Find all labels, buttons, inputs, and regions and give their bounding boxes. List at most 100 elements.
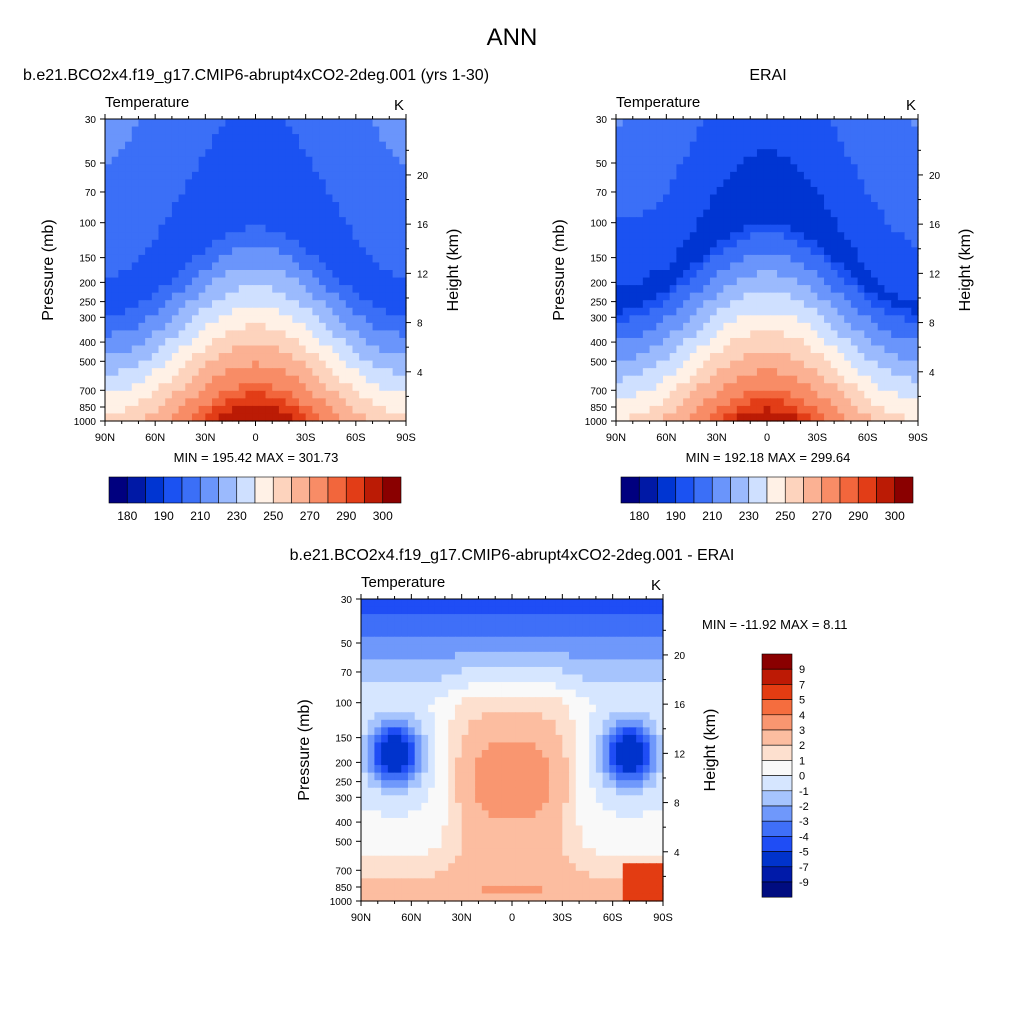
contour-cell xyxy=(112,119,119,127)
colorbar-swatch xyxy=(383,477,401,503)
contour-cell xyxy=(165,383,172,391)
contour-cell xyxy=(703,232,710,240)
contour-cell xyxy=(864,195,871,203)
contour-cell xyxy=(401,659,408,667)
contour-cell xyxy=(346,376,353,384)
contour-cell xyxy=(529,629,536,637)
contour-cell xyxy=(562,720,569,728)
contour-cell xyxy=(629,720,636,728)
contour-cell xyxy=(165,195,172,203)
contour-cell xyxy=(837,195,844,203)
contour-cell xyxy=(118,247,125,255)
contour-cell xyxy=(723,210,730,218)
x-tick-label: 90S xyxy=(908,432,928,444)
contour-cell xyxy=(428,720,435,728)
contour-cell xyxy=(332,346,339,354)
contour-cell xyxy=(623,346,630,354)
contour-cell xyxy=(179,413,186,421)
contour-cell xyxy=(179,346,186,354)
contour-cell xyxy=(266,376,273,384)
contour-cell xyxy=(105,330,112,338)
contour-cell xyxy=(138,391,145,399)
contour-cell xyxy=(824,142,831,150)
contour-cell xyxy=(332,323,339,331)
contour-cell xyxy=(777,187,784,195)
contour-cell xyxy=(676,278,683,286)
contour-cell xyxy=(683,398,690,406)
contour-cell xyxy=(730,134,737,142)
contour-cell xyxy=(831,119,838,127)
contour-cell xyxy=(764,323,771,331)
contour-cell xyxy=(105,202,112,210)
contour-cell xyxy=(118,391,125,399)
contour-cell xyxy=(522,690,529,698)
contour-cell xyxy=(603,750,610,758)
contour-cell xyxy=(589,629,596,637)
contour-cell xyxy=(368,765,375,773)
contour-cell xyxy=(379,346,386,354)
contour-cell xyxy=(259,164,266,172)
contour-cell xyxy=(697,255,704,263)
contour-cell xyxy=(797,119,804,127)
contour-cell xyxy=(764,270,771,278)
contour-cell xyxy=(643,406,650,414)
contour-cell xyxy=(676,391,683,399)
contour-cell xyxy=(373,398,380,406)
contour-cell xyxy=(770,217,777,225)
contour-cell xyxy=(804,247,811,255)
contour-cell xyxy=(279,134,286,142)
contour-cell xyxy=(339,300,346,308)
contour-cell xyxy=(556,622,563,630)
contour-cell xyxy=(428,637,435,645)
contour-cell xyxy=(522,758,529,766)
contour-cell xyxy=(650,705,657,713)
contour-cell xyxy=(415,622,422,630)
contour-cell xyxy=(408,622,415,630)
contour-cell xyxy=(475,667,482,675)
contour-cell xyxy=(279,361,286,369)
contour-cell xyxy=(542,599,549,607)
contour-cell xyxy=(717,376,724,384)
contour-cell xyxy=(112,157,119,165)
contour-cell xyxy=(252,368,259,376)
contour-cell xyxy=(623,330,630,338)
contour-cell xyxy=(468,614,475,622)
contour-cell xyxy=(232,315,239,323)
contour-cell xyxy=(502,614,509,622)
contour-cell xyxy=(656,217,663,225)
contour-cell xyxy=(421,629,428,637)
contour-cell xyxy=(542,773,549,781)
contour-cell xyxy=(623,210,630,218)
contour-cell xyxy=(690,247,697,255)
contour-cell xyxy=(408,659,415,667)
contour-cell xyxy=(804,406,811,414)
contour-cell xyxy=(395,758,402,766)
contour-cell xyxy=(663,172,670,180)
contour-cell xyxy=(152,179,159,187)
contour-cell xyxy=(603,742,610,750)
contour-cell xyxy=(737,315,744,323)
contour-cell xyxy=(152,293,159,301)
contour-cell xyxy=(636,353,643,361)
contour-cell xyxy=(817,353,824,361)
contour-cell xyxy=(817,270,824,278)
contour-cell xyxy=(252,293,259,301)
contour-cell xyxy=(312,300,319,308)
contour-cell xyxy=(421,788,428,796)
contour-cell xyxy=(717,278,724,286)
contour-cell xyxy=(569,765,576,773)
contour-cell xyxy=(905,179,912,187)
x-tick-label: 30N xyxy=(195,432,215,444)
contour-cell xyxy=(811,195,818,203)
contour-cell xyxy=(884,323,891,331)
contour-cell xyxy=(750,391,757,399)
contour-cell xyxy=(542,720,549,728)
contour-cell xyxy=(245,398,252,406)
contour-cell xyxy=(219,164,226,172)
contour-cell xyxy=(361,735,368,743)
contour-cell xyxy=(535,622,542,630)
contour-cell xyxy=(312,383,319,391)
contour-cell xyxy=(569,742,576,750)
contour-cell xyxy=(299,217,306,225)
